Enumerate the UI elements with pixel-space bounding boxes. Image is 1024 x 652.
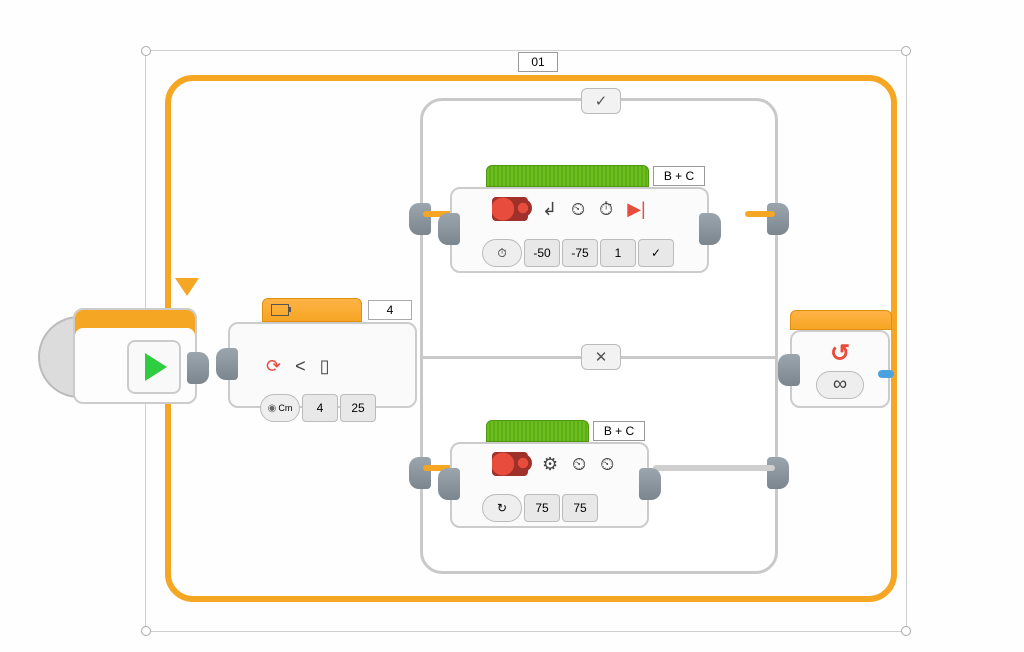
motor-param[interactable]: 75 [562,494,598,522]
switch-param-threshold[interactable]: 25 [340,394,376,422]
switch-param-port[interactable]: 4 [302,394,338,422]
motor-ports-field[interactable]: B + C [653,166,705,186]
motor-pair-icon [492,197,528,221]
motor-param[interactable]: ✓ [638,239,674,267]
branch-rail-segment [745,211,775,217]
resize-handle[interactable] [901,626,911,636]
motor-block-body: ↲ ⏲ ⏱ ▶| ⏱ -50 -75 1 ✓ [450,187,709,273]
loop-end-block[interactable]: ↻ ∞ [790,310,890,406]
connector-plug[interactable] [699,213,721,245]
sliders-icon: ⚙ [542,454,558,475]
connector-plug[interactable] [438,468,460,500]
rail-arrow-icon [175,278,199,296]
motor-icons-row: ⚙ ⏲ ⏲ [492,452,614,476]
motor-params-row: ⏱ -50 -75 1 ✓ [482,239,676,267]
action-header-bar [486,420,589,442]
resize-handle[interactable] [141,626,151,636]
loop-repeat-icon: ↻ [830,339,850,368]
power-gauge-icon: ⏲ [571,199,585,220]
motor-mode-selector[interactable]: ⏱ [482,239,522,267]
power-gauge-icon: ⏲ [600,454,614,475]
switch-port-field[interactable]: 4 [368,300,412,320]
loop-name-label[interactable]: 01 [518,52,558,72]
motor-param[interactable]: -50 [524,239,560,267]
switch-params-row: ◉ Cm 4 25 [260,394,378,422]
switch-block-body: ⟳ < ▯ ◉ Cm 4 25 [228,322,417,408]
resize-handle[interactable] [141,46,151,56]
program-canvas: 01 4 ⟳ < ▯ ◉ [20,20,1004,632]
start-block-body [73,308,197,404]
motor-block-header: B + C [450,165,709,187]
brick-button-icon: ▯ [320,356,330,377]
connector-plug[interactable] [187,352,209,384]
steering-icon: ↲ [542,199,557,220]
switch-icon-row: ⟳ < ▯ [266,356,330,377]
loop-condition-selector[interactable]: ∞ [816,371,864,399]
motor-pair-icon [492,452,528,476]
action-header-bar [486,165,649,187]
move-tank-block[interactable]: B + C ⚙ ⏲ ⏲ ↻ 75 75 [450,420,645,525]
switch-mode-selector[interactable]: ◉ Cm [260,394,300,422]
connector-plug[interactable] [767,203,789,235]
motor-param[interactable]: 75 [524,494,560,522]
play-button[interactable] [127,340,181,394]
play-icon [145,353,167,381]
connector-plug[interactable] [216,348,238,380]
power-gauge-icon: ⏲ [572,454,586,475]
motor-block-body: ⚙ ⏲ ⏲ ↻ 75 75 [450,442,649,528]
motor-params-row: ↻ 75 75 [482,494,600,522]
connector-plug[interactable] [438,213,460,245]
connector-plug[interactable] [778,354,800,386]
motor-mode-selector[interactable]: ↻ [482,494,522,522]
switch-true-tab[interactable]: ✓ [581,88,621,114]
motor-block-header: B + C [450,420,649,442]
loop-end-body: ↻ ∞ [790,330,890,408]
connector-plug[interactable] [409,203,431,235]
switch-block-header: 4 [228,298,413,322]
motor-param[interactable]: -75 [562,239,598,267]
connector-plug[interactable] [767,457,789,489]
ultrasonic-icon: ⟳ [266,356,281,377]
move-steering-block[interactable]: B + C ↲ ⏲ ⏱ ▶| ⏱ -50 -75 1 ✓ [450,165,705,270]
loop-exit-nub[interactable] [878,370,894,378]
start-block[interactable] [38,308,203,403]
motor-icons-row: ↲ ⏲ ⏱ ▶| [492,197,646,221]
resize-handle[interactable] [901,46,911,56]
motor-ports-field[interactable]: B + C [593,421,645,441]
loop-end-header [790,310,892,330]
connector-plug[interactable] [409,457,431,489]
switch-block[interactable]: 4 ⟳ < ▯ ◉ Cm 4 25 [228,298,413,406]
branch-rail-segment [653,465,775,471]
motor-param[interactable]: 1 [600,239,636,267]
duration-icon: ⏱ [599,199,613,220]
brake-icon: ▶| [627,199,646,220]
switch-false-tab[interactable]: ✕ [581,344,621,370]
brick-icon [271,304,289,316]
switch-header-tab [262,298,362,322]
compare-icon: < [295,356,306,377]
connector-plug[interactable] [639,468,661,500]
